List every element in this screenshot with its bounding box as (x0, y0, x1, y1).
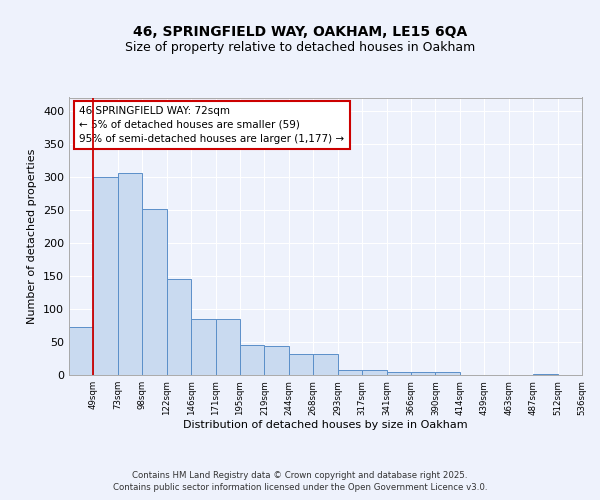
Bar (167, 279, 191, 375)
Text: Contains HM Land Registry data © Crown copyright and database right 2025.: Contains HM Land Registry data © Crown c… (132, 472, 468, 480)
Bar (191, 319, 215, 375)
Bar (533, 374, 557, 375)
X-axis label: Distribution of detached houses by size in Oakham: Distribution of detached houses by size … (183, 420, 468, 430)
Bar (362, 370, 386, 375)
Text: 46 SPRINGFIELD WAY: 72sqm
← 5% of detached houses are smaller (59)
95% of semi-d: 46 SPRINGFIELD WAY: 72sqm ← 5% of detach… (79, 106, 344, 144)
Bar (411, 372, 436, 375)
Bar (436, 372, 460, 375)
Bar (69, 328, 94, 375)
Bar (289, 354, 313, 375)
Bar (313, 354, 338, 375)
Bar (265, 346, 289, 375)
Text: 46, SPRINGFIELD WAY, OAKHAM, LE15 6QA: 46, SPRINGFIELD WAY, OAKHAM, LE15 6QA (133, 26, 467, 40)
Bar (338, 370, 362, 375)
Bar (118, 174, 142, 375)
Bar (94, 177, 118, 375)
Text: Size of property relative to detached houses in Oakham: Size of property relative to detached ho… (125, 41, 475, 54)
Bar (215, 319, 240, 375)
Bar (142, 209, 167, 375)
Bar (240, 346, 265, 375)
Bar (386, 372, 411, 375)
Y-axis label: Number of detached properties: Number of detached properties (28, 148, 37, 324)
Text: Contains public sector information licensed under the Open Government Licence v3: Contains public sector information licen… (113, 482, 487, 492)
